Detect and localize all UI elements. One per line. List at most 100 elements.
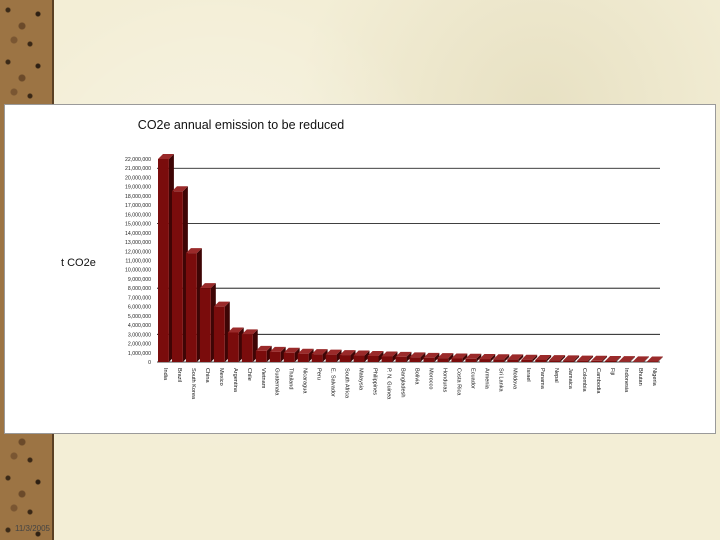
y-tick-label: 17,000,000 xyxy=(125,203,151,209)
x-tick-label: Sri Lanka xyxy=(497,368,503,393)
y-tick-label: 4,000,000 xyxy=(128,323,151,329)
y-tick-label: 2,000,000 xyxy=(128,342,151,348)
x-tick-label: Ecuador xyxy=(469,368,475,389)
bar xyxy=(577,355,594,362)
bar xyxy=(199,283,216,362)
x-tick-label: Bolivia xyxy=(413,368,419,385)
bar xyxy=(521,354,538,362)
x-tick-label: Brazil xyxy=(176,368,182,382)
x-tick-label: Nigeria xyxy=(651,368,657,387)
x-tick-label: Philippines xyxy=(372,368,378,395)
bar xyxy=(297,348,314,362)
bar xyxy=(213,301,230,362)
y-tick-label: 15,000,000 xyxy=(125,222,151,228)
x-tick-label: Bangladesh xyxy=(399,368,405,398)
bar xyxy=(605,355,622,362)
x-tick-label: Argentina xyxy=(232,368,238,393)
bar xyxy=(158,154,174,362)
x-tick-label: Costa Rica xyxy=(455,368,461,396)
bar xyxy=(227,327,244,362)
x-tick-label: Thailand xyxy=(288,368,294,389)
bar xyxy=(647,356,663,363)
x-tick-label: Mexico xyxy=(218,368,224,386)
y-tick-label: 19,000,000 xyxy=(125,185,151,191)
x-tick-label: India xyxy=(162,368,168,381)
y-axis-label: t CO2e xyxy=(61,257,96,269)
x-tick-label: South Korea xyxy=(190,368,196,400)
bar xyxy=(437,353,454,362)
x-tick-label: Guatemala xyxy=(274,368,280,396)
x-tick-label: Colombia xyxy=(581,368,587,393)
x-tick-label: Nepal xyxy=(553,368,559,383)
y-tick-label: 21,000,000 xyxy=(125,166,151,172)
x-tick-label: South Africa xyxy=(344,368,350,399)
bar xyxy=(339,350,356,362)
y-tick-label: 0 xyxy=(148,360,151,366)
bar xyxy=(255,345,272,362)
bar xyxy=(283,347,300,362)
bar xyxy=(171,186,188,362)
x-tick-label: Peru xyxy=(316,368,322,380)
bar xyxy=(451,353,468,362)
bar xyxy=(353,350,370,362)
x-tick-label: E. Salvador xyxy=(330,368,336,397)
y-tick-label: 22,000,000 xyxy=(125,157,151,163)
bar xyxy=(325,349,342,362)
bar xyxy=(507,354,524,362)
x-tick-label: Morocco xyxy=(427,368,433,389)
bar xyxy=(185,248,202,362)
bar xyxy=(395,351,412,362)
bar xyxy=(549,355,566,362)
bar xyxy=(493,354,510,362)
bar xyxy=(479,354,496,362)
x-tick-label: Indonesia xyxy=(623,368,629,393)
x-tick-labels: India Brazil South Korea China Mexico Argenti… xyxy=(162,368,657,400)
bar xyxy=(633,356,649,362)
bar xyxy=(381,351,398,362)
bar xyxy=(311,349,328,362)
y-tick-label: 13,000,000 xyxy=(125,240,151,246)
y-tick-label: 6,000,000 xyxy=(128,305,151,311)
y-tick-label: 1,000,000 xyxy=(128,351,151,357)
y-tick-label: 3,000,000 xyxy=(128,332,151,338)
x-tick-label: Jamaica xyxy=(567,368,573,390)
bar-chart: CO2e annual emission to be reduced t CO2… xyxy=(61,118,663,400)
bar xyxy=(591,355,608,362)
y-tick-label: 10,000,000 xyxy=(125,268,151,274)
bar xyxy=(241,329,258,362)
y-tick-label: 5,000,000 xyxy=(128,314,151,320)
bar xyxy=(367,351,384,362)
y-tick-label: 14,000,000 xyxy=(125,231,151,237)
bar xyxy=(269,346,286,362)
y-tick-labels: 0 1,000,000 2,000,000 3,000,000 4,000,000 5,0… xyxy=(125,157,151,366)
bar xyxy=(619,356,635,362)
x-tick-label: Armenia xyxy=(483,368,489,390)
x-tick-label: Chile xyxy=(246,368,252,381)
y-tick-label: 20,000,000 xyxy=(125,175,151,181)
x-tick-label: China xyxy=(204,368,210,384)
x-tick-label: Malaysia xyxy=(358,368,364,391)
y-tick-label: 12,000,000 xyxy=(125,249,151,255)
x-tick-label: Vietnam xyxy=(260,368,266,389)
y-tick-label: 18,000,000 xyxy=(125,194,151,200)
x-tick-label: Honduras xyxy=(441,368,447,392)
x-tick-label: Nicaragua xyxy=(302,368,308,394)
x-tick-label: Bhutan xyxy=(637,368,643,386)
bar xyxy=(535,354,552,362)
x-tick-label: Fiji xyxy=(609,368,615,375)
bar xyxy=(465,353,482,362)
chart-title: CO2e annual emission to be reduced xyxy=(138,118,344,132)
x-tick-label: Panama xyxy=(539,368,545,390)
x-tick-label: Cambodia xyxy=(595,368,601,394)
x-tick-label: Moldova xyxy=(511,368,517,390)
x-tick-label: Israel xyxy=(525,368,531,382)
y-tick-label: 9,000,000 xyxy=(128,277,151,283)
y-tick-label: 7,000,000 xyxy=(128,295,151,301)
bar xyxy=(409,352,426,362)
bar xyxy=(563,355,580,362)
y-tick-label: 11,000,000 xyxy=(125,259,151,265)
y-tick-label: 8,000,000 xyxy=(128,286,151,292)
bars xyxy=(158,154,663,363)
slide-date: 11/3/2005 xyxy=(15,524,50,533)
bar xyxy=(423,352,440,362)
